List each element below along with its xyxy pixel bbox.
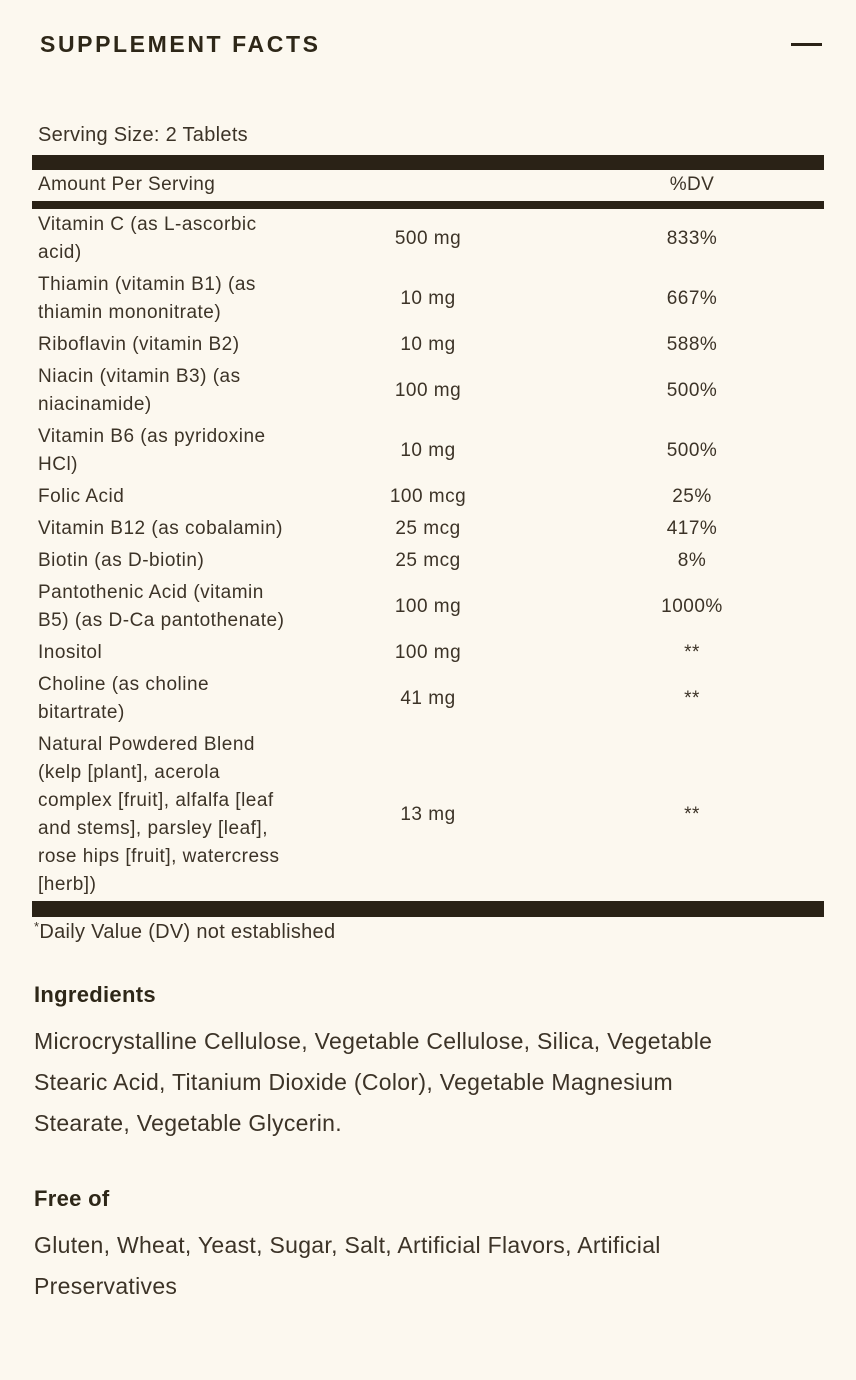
table-row: Vitamin B12 (as cobalamin) 25 mcg 417% — [32, 513, 824, 545]
nutrient-amount: 100 mcg — [389, 486, 467, 507]
table-row: Biotin (as D-biotin) 25 mcg 8% — [32, 545, 824, 577]
nutrient-name: Thiamin (vitamin B1) (as thiamin mononit… — [38, 274, 256, 323]
nutrient-amount: 10 mg — [400, 440, 456, 461]
supplement-facts-table: Amount Per Serving %DV Vitamin C (as L-a… — [32, 155, 824, 917]
table-row: Inositol 100 mg ** — [32, 637, 824, 669]
table-row: Pantothenic Acid (vitamin B5) (as D-Ca p… — [32, 577, 824, 637]
nutrient-dv: 588% — [666, 334, 718, 355]
page-title: SUPPLEMENT FACTS — [40, 30, 321, 57]
ingredients-text: Microcrystalline Cellulose, Vegetable Ce… — [34, 1028, 713, 1136]
nutrient-dv: 500% — [666, 380, 718, 401]
nutrient-dv: 1000% — [661, 596, 723, 617]
nutrient-amount: 41 mg — [400, 688, 456, 709]
table-row: Choline (as choline bitartrate) 41 mg ** — [32, 669, 824, 729]
footnote-text: Daily Value (DV) not established — [39, 921, 336, 943]
nutrient-dv: 25% — [672, 486, 712, 507]
divider-thin — [32, 201, 824, 209]
nutrient-name: Inositol — [38, 642, 103, 663]
footnote: *Daily Value (DV) not established — [34, 919, 824, 944]
column-header-dv: %DV — [669, 174, 715, 195]
minus-icon — [791, 42, 822, 46]
serving-size: Serving Size: 2 Tablets — [38, 124, 248, 146]
nutrient-name: Vitamin B6 (as pyridoxine HCl) — [38, 426, 266, 475]
nutrient-name: Riboflavin (vitamin B2) — [38, 334, 240, 355]
nutrient-dv: ** — [684, 642, 700, 663]
nutrient-amount: 100 mg — [394, 380, 462, 401]
nutrient-amount: 13 mg — [400, 804, 456, 825]
table-row: Thiamin (vitamin B1) (as thiamin mononit… — [32, 269, 824, 329]
table-row: Niacin (vitamin B3) (as niacinamide) 100… — [32, 361, 824, 421]
nutrient-dv: 833% — [666, 228, 718, 249]
divider-thick-top — [32, 155, 824, 170]
collapse-button[interactable] — [789, 35, 824, 54]
nutrient-amount: 100 mg — [394, 642, 462, 663]
nutrient-dv: 8% — [677, 550, 707, 571]
nutrient-amount: 100 mg — [394, 596, 462, 617]
column-header-amount: Amount Per Serving — [38, 174, 216, 195]
free-of-heading: Free of — [34, 1186, 110, 1211]
table-row: Vitamin C (as L-ascorbic acid) 500 mg 83… — [32, 209, 824, 269]
nutrient-name: Vitamin C (as L-ascorbic acid) — [38, 214, 257, 263]
nutrient-name: Vitamin B12 (as cobalamin) — [38, 518, 283, 539]
nutrient-amount: 10 mg — [400, 288, 456, 309]
nutrient-dv: ** — [684, 688, 700, 709]
nutrient-amount: 500 mg — [394, 228, 462, 249]
supplement-facts-panel: SUPPLEMENT FACTS Serving Size: 2 Tablets… — [32, 30, 824, 1299]
table-row: Vitamin B6 (as pyridoxine HCl) 10 mg 500… — [32, 421, 824, 481]
nutrient-name: Pantothenic Acid (vitamin B5) (as D-Ca p… — [38, 582, 285, 631]
nutrient-name: Folic Acid — [38, 486, 125, 507]
panel-header: SUPPLEMENT FACTS — [32, 30, 824, 58]
nutrient-name: Natural Powdered Blend (kelp [plant], ac… — [38, 734, 280, 895]
table-row: Riboflavin (vitamin B2) 10 mg 588% — [32, 329, 824, 361]
nutrient-name: Choline (as choline bitartrate) — [38, 674, 210, 723]
table-row: Natural Powdered Blend (kelp [plant], ac… — [32, 729, 824, 901]
nutrient-amount: 10 mg — [400, 334, 456, 355]
nutrient-dv: 417% — [666, 518, 718, 539]
nutrient-name: Biotin (as D-biotin) — [38, 550, 205, 571]
nutrient-name: Niacin (vitamin B3) (as niacinamide) — [38, 366, 241, 415]
ingredients-heading: Ingredients — [34, 982, 156, 1007]
divider-thick-bottom — [32, 901, 824, 917]
table-header-row: Amount Per Serving %DV — [32, 170, 824, 201]
nutrient-amount: 25 mcg — [395, 550, 461, 571]
nutrient-dv: 667% — [666, 288, 718, 309]
free-of-text: Gluten, Wheat, Yeast, Sugar, Salt, Artif… — [34, 1232, 661, 1299]
nutrient-dv: 500% — [666, 440, 718, 461]
table-row: Folic Acid 100 mcg 25% — [32, 481, 824, 513]
nutrient-dv: ** — [684, 804, 700, 825]
footnote-asterisk: * — [34, 919, 40, 934]
nutrient-amount: 25 mcg — [395, 518, 461, 539]
